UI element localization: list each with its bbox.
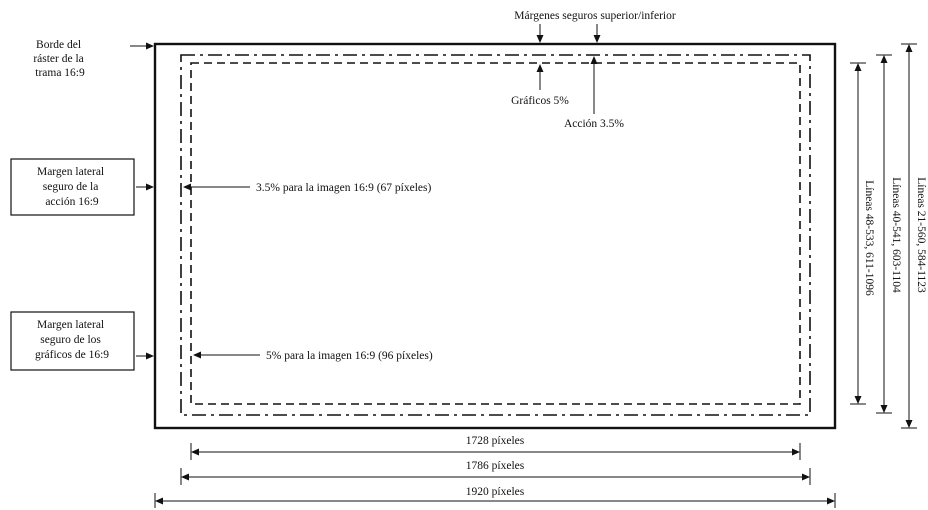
dim-1728-label: 1728 píxeles	[466, 435, 525, 447]
action-safe-area	[180, 54, 811, 416]
action-pct-label: 3.5% para la imagen 16:9 (67 píxeles)	[256, 182, 431, 194]
raster-frame	[153, 42, 837, 430]
graphics-safe-area	[190, 62, 801, 405]
graphics-safe-box	[10, 311, 135, 371]
dim-1786-label: 1786 píxeles	[466, 460, 525, 472]
graphics-pct-label: 5% para la imagen 16:9 (96 píxeles)	[266, 350, 433, 362]
action-label: Acción 3.5%	[564, 118, 624, 130]
action-safe-box	[10, 158, 135, 216]
action-safe-box-text: Margen lateral seguro de la acción 16:9	[37, 166, 107, 208]
raster-edge-label: Borde del ráster de la trama 16:9	[33, 39, 86, 79]
dim-1920-label: 1920 píxeles	[466, 486, 525, 498]
graphics-safe-box-text: Margen lateral seguro de los gráficos de…	[35, 319, 109, 361]
graphics-label: Gráficos 5%	[511, 95, 569, 107]
top-margins-label: Márgenes seguros superior/inferior	[514, 10, 676, 22]
lines-outer-label: Líneas 21-560, 584-1123	[915, 177, 927, 293]
lines-action-label: Líneas 40-541, 603-1104	[890, 177, 902, 293]
lines-graphics-label: Líneas 48-533, 611-1096	[863, 180, 875, 296]
